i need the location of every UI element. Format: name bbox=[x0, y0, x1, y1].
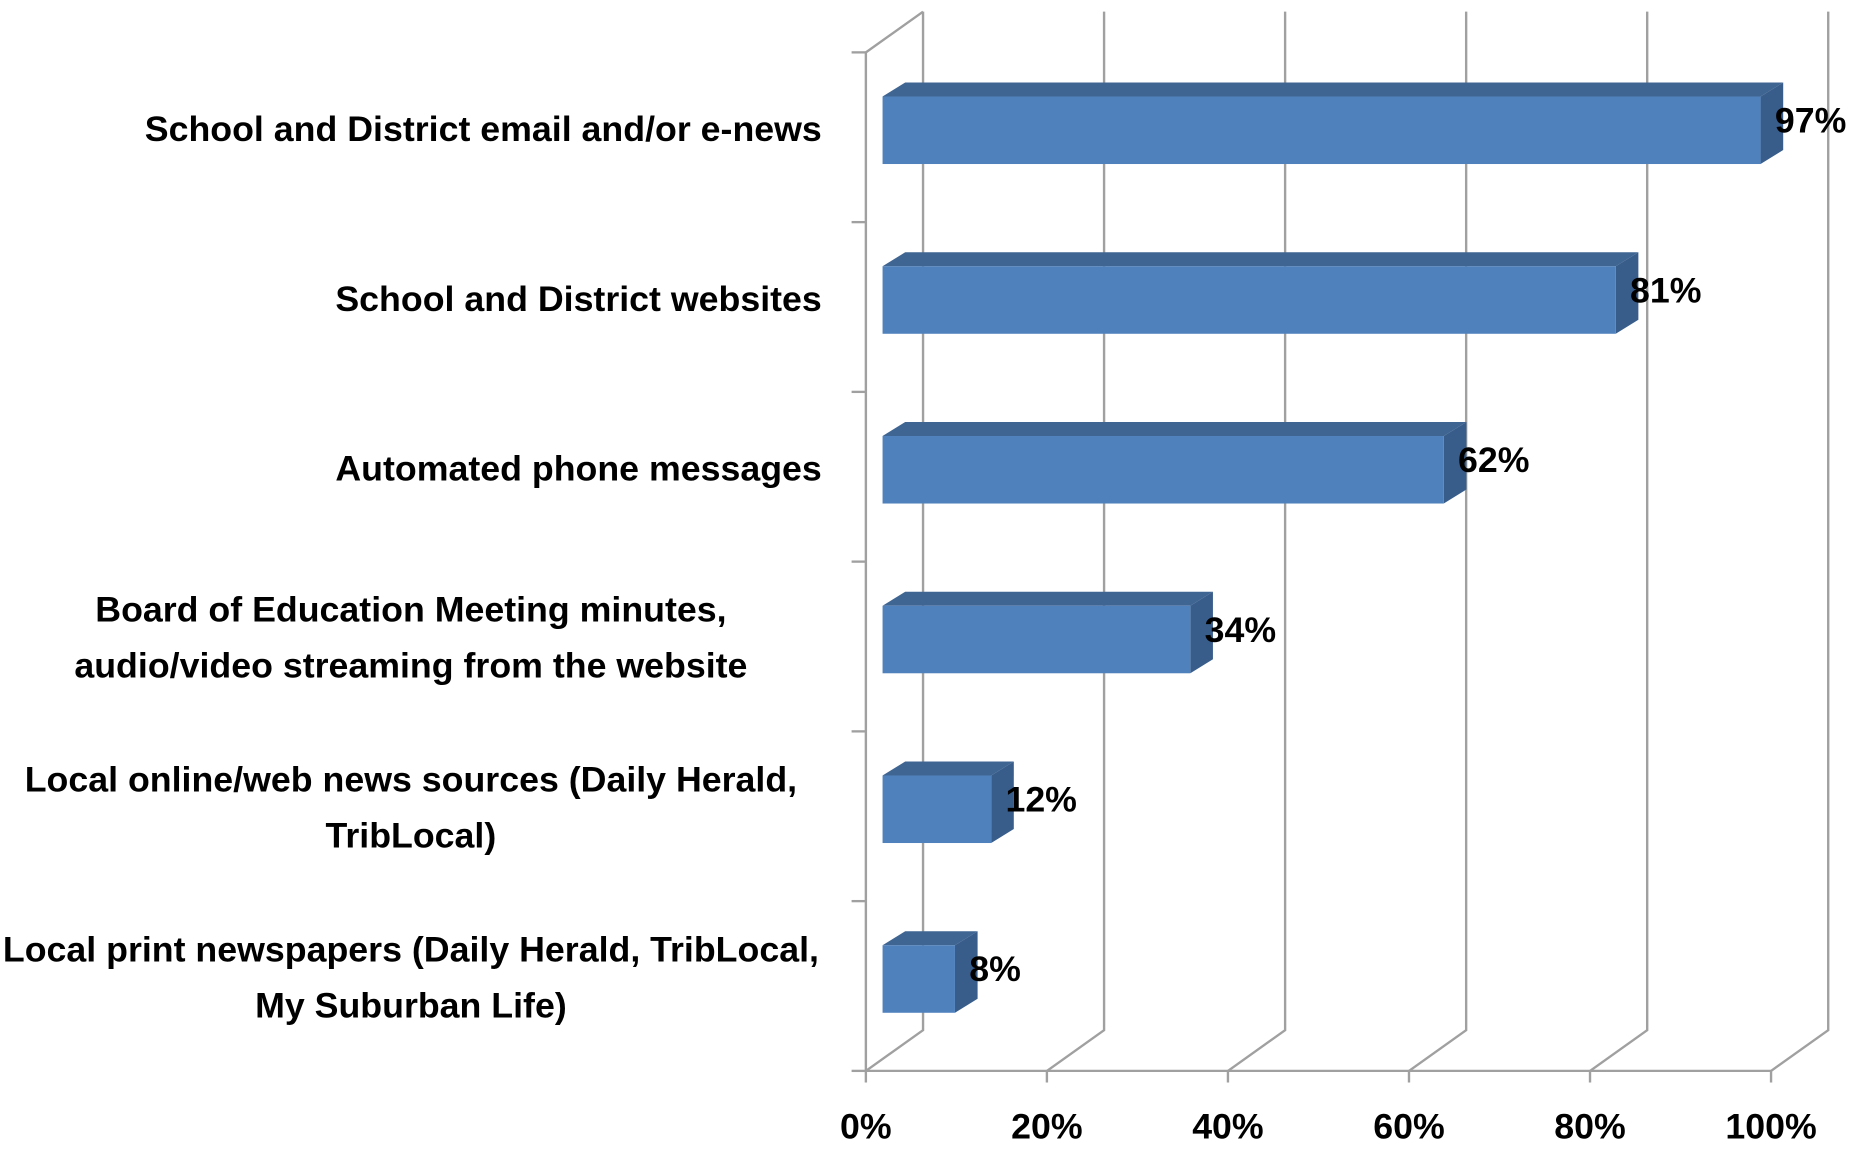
bar-front bbox=[882, 945, 955, 1013]
value-label: 8% bbox=[969, 951, 1021, 990]
bar-top bbox=[882, 931, 978, 946]
x-tick-label: 0% bbox=[840, 1108, 892, 1147]
bar-side bbox=[1190, 591, 1213, 674]
category-label-wrap: School and District email and/or e-news bbox=[0, 49, 822, 212]
category-label-wrap: Board of Education Meeting minutes, audi… bbox=[0, 558, 822, 721]
grid-line bbox=[1770, 11, 1830, 1072]
category-label: Local print newspapers (Daily Herald, Tr… bbox=[2, 931, 819, 1026]
grid-line bbox=[1227, 11, 1287, 1072]
category-label: Automated phone messages bbox=[335, 449, 822, 489]
bar-side bbox=[1615, 252, 1639, 334]
grid-line bbox=[1408, 11, 1468, 1072]
grid-line bbox=[865, 11, 925, 1072]
left-wall bbox=[864, 10, 924, 1071]
category-label-wrap: Local print newspapers (Daily Herald, Tr… bbox=[0, 898, 822, 1061]
bar-front bbox=[882, 266, 1616, 334]
grid-line bbox=[1589, 11, 1649, 1072]
category-label: School and District email and/or e-news bbox=[144, 110, 822, 149]
x-tick-label: 40% bbox=[1192, 1108, 1263, 1147]
bar-top bbox=[882, 422, 1467, 437]
category-label-box: School and District email and/or e-news bbox=[0, 49, 822, 212]
bar-top bbox=[882, 252, 1639, 267]
category-label-wrap: Local online/web news sources (Daily Her… bbox=[0, 728, 822, 891]
category-label-wrap: School and District websites bbox=[0, 219, 822, 382]
value-label: 62% bbox=[1458, 441, 1529, 480]
category-label-box: Local print newspapers (Daily Herald, Tr… bbox=[0, 898, 822, 1061]
grid-line bbox=[1046, 11, 1106, 1072]
category-label-wrap: Automated phone messages bbox=[0, 388, 822, 551]
bar-side bbox=[991, 761, 1014, 844]
value-label: 12% bbox=[1005, 781, 1076, 820]
category-label-box: Automated phone messages bbox=[0, 388, 822, 551]
bar-front bbox=[882, 775, 992, 844]
bar-front bbox=[882, 96, 1761, 165]
value-label: 81% bbox=[1630, 272, 1701, 311]
bar bbox=[882, 252, 1639, 334]
category-label: Board of Education Meeting minutes, audi… bbox=[74, 591, 748, 687]
bar-side bbox=[1760, 82, 1784, 165]
x-tick-label: 60% bbox=[1373, 1108, 1444, 1147]
x-tick-label: 80% bbox=[1554, 1108, 1625, 1147]
category-label: Local online/web news sources (Daily Her… bbox=[24, 761, 798, 856]
x-tick-label: 20% bbox=[1011, 1108, 1082, 1147]
category-label-box: Local online/web news sources (Daily Her… bbox=[0, 728, 822, 891]
value-label: 34% bbox=[1205, 611, 1276, 650]
bar bbox=[882, 422, 1467, 504]
bar-top bbox=[882, 761, 1014, 776]
x-tick-label: 100% bbox=[1725, 1108, 1816, 1147]
category-label: School and District websites bbox=[335, 280, 822, 319]
bar bbox=[882, 931, 978, 1013]
bar bbox=[882, 82, 1784, 165]
bar-front bbox=[882, 605, 1191, 674]
bar bbox=[882, 761, 1014, 844]
bar-side bbox=[954, 931, 978, 1013]
category-label-box: Board of Education Meeting minutes, audi… bbox=[0, 558, 822, 721]
bar-top bbox=[882, 591, 1213, 606]
bar-top bbox=[882, 82, 1784, 97]
bar bbox=[882, 591, 1213, 674]
category-label-box: School and District websites bbox=[0, 219, 822, 382]
bar-front bbox=[882, 436, 1444, 504]
value-label: 97% bbox=[1775, 102, 1846, 141]
bar-side bbox=[1443, 422, 1467, 504]
